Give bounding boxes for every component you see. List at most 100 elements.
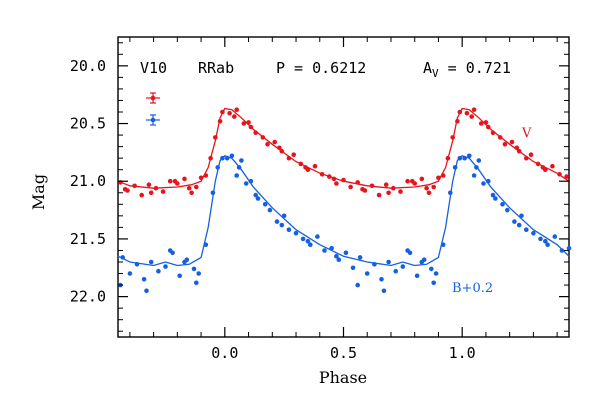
data-point-v [303,165,308,170]
data-point-v [253,130,258,136]
amplitude-sub: V [432,67,439,80]
data-point-b [379,277,384,282]
data-point-v [564,174,569,179]
data-point-b [467,153,472,159]
data-point-v [483,120,489,125]
data-point-v [167,178,173,184]
data-point-v [234,107,239,112]
data-point-b [220,155,225,161]
data-point-b [545,242,550,247]
data-point-v [189,190,194,196]
data-point-v [524,155,529,161]
data-point-b [419,259,425,265]
data-point-b [400,264,406,269]
data-point-b [552,234,558,239]
data-point-v [232,114,237,119]
data-point-b [196,271,201,276]
data-point-v [440,173,446,178]
data-point-v [186,185,192,191]
data-point-v [132,183,137,189]
data-point-v [265,142,270,147]
data-point-v [312,163,318,169]
data-point-v [386,190,391,196]
data-point-b [457,155,463,161]
data-point-b [448,190,453,196]
data-point-v [213,135,218,140]
data-point-v [557,172,562,177]
data-point-b [493,196,498,201]
y-axis-title: Mag [29,174,48,210]
data-point-b [286,227,292,232]
data-point-v [445,155,451,161]
data-point-v [540,165,546,170]
data-point-v [331,176,337,182]
data-point-b [279,222,285,228]
data-point-v [431,184,437,190]
data-point-b [414,273,420,279]
data-point-v [405,178,410,184]
data-point-v [391,185,396,191]
data-point-v [450,135,456,140]
data-point-b [381,288,387,294]
data-point-b [239,158,244,163]
data-point-v [220,109,225,115]
data-point-b [267,207,273,213]
star-id: V10 [140,59,167,77]
data-point-b [566,245,572,251]
data-point-b [215,165,220,170]
data-point-b [524,227,529,232]
data-point-v [248,124,254,130]
data-point-v [160,189,166,194]
data-point-b [462,155,467,161]
series-label-v: V [521,126,532,141]
data-point-v [182,176,187,182]
plot-frame [117,36,570,338]
data-point-b [334,253,339,259]
data-point-v [516,148,522,154]
data-point-b [559,248,565,253]
data-point-b [243,181,249,186]
data-point-b [177,273,182,279]
data-point-v [535,161,541,167]
data-point-b [191,266,197,272]
data-point-v [514,145,520,151]
data-point-v [217,118,223,124]
data-point-b [163,264,168,269]
data-point-v [319,172,325,177]
data-point-v [528,152,534,157]
data-point-v [286,155,292,161]
data-point-b [452,165,458,170]
data-point-b [516,222,522,228]
data-point-v [139,192,144,198]
data-point-v [272,139,278,145]
data-point-v [410,178,415,184]
data-point-b [315,234,320,239]
data-points [118,107,572,294]
x-tick-label: 0.5 [330,344,357,362]
data-point-v [291,152,297,157]
y-tick-label: 21.0 [70,172,106,190]
data-point-b [262,202,268,207]
data-point-v [334,181,339,186]
data-point-v [424,185,429,191]
data-point-b [372,262,377,267]
data-point-v [455,118,460,124]
data-point-b [433,271,439,276]
data-point-b [543,238,548,244]
data-point-v [277,145,282,151]
data-point-b [322,248,327,253]
data-point-b [253,192,258,198]
variable-type: RRab [198,59,234,77]
data-point-v [355,180,361,185]
data-point-v [122,187,128,192]
data-point-b [281,213,287,219]
data-point-b [490,192,496,198]
x-tick-label: 1.0 [449,344,476,362]
data-point-b [486,178,491,184]
data-point-b [500,202,505,207]
data-point-v [486,124,491,130]
amplitude-main: A [423,59,432,77]
data-point-v [241,121,247,126]
data-point-v [426,190,432,196]
data-point-b [357,255,363,260]
